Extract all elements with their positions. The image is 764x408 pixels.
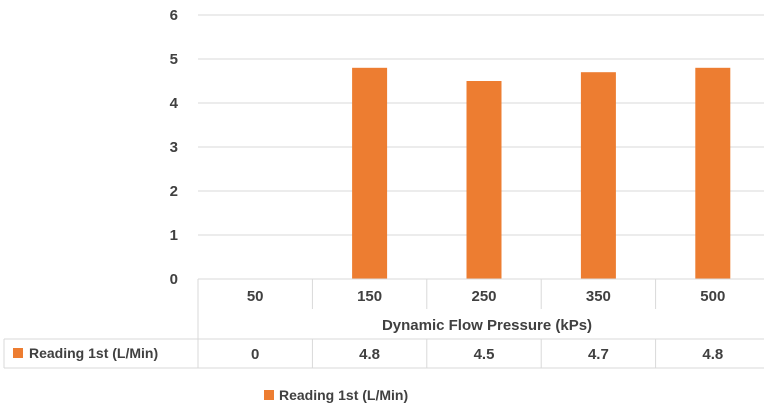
category-label: 500 [700,288,725,305]
category-label: 250 [471,288,496,305]
legend-label: Reading 1st (L/Min) [279,387,408,403]
data-table-legend-key [13,348,23,358]
y-tick-label: 3 [170,139,178,156]
y-tick-label: 4 [170,95,179,112]
data-table-value: 4.5 [474,346,495,363]
y-tick-label: 5 [170,51,178,68]
category-labels: 50 150 250 350 500 [247,288,725,305]
bar [352,67,388,279]
data-table-series-name: Reading 1st (L/Min) [29,345,158,361]
bar [580,72,616,279]
category-label: 150 [357,288,382,305]
bar [466,81,502,279]
data-table-value: 4.8 [702,346,723,363]
y-tick-label: 2 [170,183,178,200]
category-label: 50 [247,288,264,305]
y-tick-label: 0 [170,271,178,288]
data-table-value: 4.8 [359,346,380,363]
legend-key [264,390,274,400]
data-table-value: 0 [251,346,259,363]
data-table-value: 4.7 [588,346,609,363]
x-axis-title: Dynamic Flow Pressure (kPs) [382,317,592,334]
data-table-values: 0 4.8 4.5 4.7 4.8 [251,346,723,363]
y-tick-label: 1 [170,227,178,244]
y-tick-label: 6 [170,7,178,24]
bars [352,67,731,279]
data-table-lines [3,278,764,369]
bar [695,67,731,279]
category-label: 350 [586,288,611,305]
y-axis-tick-labels: 0 1 2 3 4 5 6 [170,7,179,288]
